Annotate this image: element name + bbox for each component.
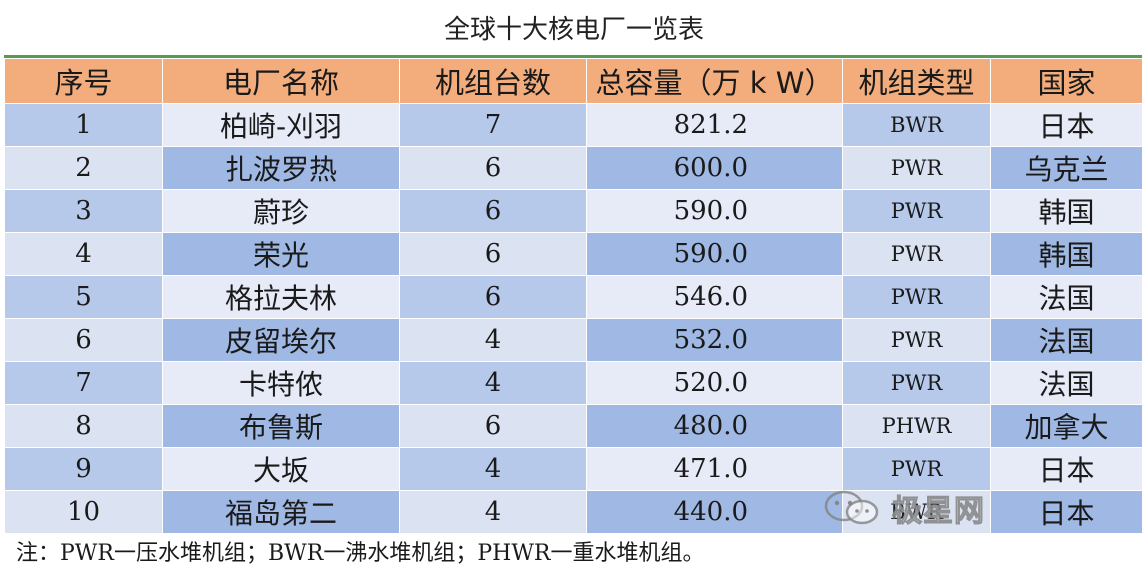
cell-units: 6 [399,232,587,276]
table-row: 5 格拉夫林 6 546.0 PWR 法国 [4,275,1143,319]
cell-units: 4 [399,490,587,534]
watermark: 极星网 [822,488,1122,530]
cell-units: 6 [399,146,587,190]
cell-no: 2 [4,146,163,190]
cell-capacity: 590.0 [586,232,843,276]
header-row: 序号 电厂名称 机组台数 总容量（万 k W） 机组类型 国家 [4,58,1143,104]
cell-units: 4 [399,447,587,491]
cell-plant-name: 荣光 [162,232,400,276]
table-row: 6 皮留埃尔 4 532.0 PWR 法国 [4,318,1143,362]
cell-plant-name: 皮留埃尔 [162,318,400,362]
cell-type: PHWR [842,404,991,448]
cell-plant-name: 布鲁斯 [162,404,400,448]
table-row: 4 荣光 6 590.0 PWR 韩国 [4,232,1143,276]
cell-no: 7 [4,361,163,405]
cell-country: 日本 [990,103,1143,147]
table-row: 1 柏崎-刈羽 7 821.2 BWR 日本 [4,103,1143,147]
cell-units: 4 [399,361,587,405]
cell-plant-name: 柏崎-刈羽 [162,103,400,147]
header-country: 国家 [990,58,1143,104]
table-body: 1 柏崎-刈羽 7 821.2 BWR 日本 2 扎波罗热 6 600.0 PWR 乌克兰 3 蔚珍 6 59… [4,103,1143,534]
cell-type: PWR [842,189,991,233]
cell-country: 法国 [990,318,1143,362]
table-row: 3 蔚珍 6 590.0 PWR 韩国 [4,189,1143,233]
cell-no: 4 [4,232,163,276]
cell-country: 法国 [990,275,1143,319]
cell-no: 3 [4,189,163,233]
cell-plant-name: 扎波罗热 [162,146,400,190]
cell-type: PWR [842,361,991,405]
table-title: 全球十大核电厂一览表 [443,15,704,45]
cell-type: BWR [842,103,991,147]
cell-plant-name: 格拉夫林 [162,275,400,319]
cell-country: 乌克兰 [990,146,1143,190]
cell-country: 法国 [990,361,1143,405]
wechat-icon [824,490,879,525]
cell-capacity: 821.2 [586,103,843,147]
cell-type: PWR [842,232,991,276]
header-name: 电厂名称 [162,58,400,104]
table-row: 2 扎波罗热 6 600.0 PWR 乌克兰 [4,146,1143,190]
cell-capacity: 600.0 [586,146,843,190]
cell-units: 7 [399,103,587,147]
cell-capacity: 590.0 [586,189,843,233]
cell-type: PWR [842,318,991,362]
cell-country: 加拿大 [990,404,1143,448]
cell-plant-name: 蔚珍 [162,189,400,233]
cell-units: 6 [399,189,587,233]
cell-country: 韩国 [990,189,1143,233]
cell-no: 9 [4,447,163,491]
cell-no: 8 [4,404,163,448]
cell-no: 5 [4,275,163,319]
cell-no: 1 [4,103,163,147]
table-row: 10 福岛第二 4 440.0 BWR 日本 [4,490,1143,534]
cell-country: 日本 [990,447,1143,491]
table-row: 7 卡特侬 4 520.0 PWR 法国 [4,361,1143,405]
cell-type: PWR [842,447,991,491]
cell-units: 6 [399,275,587,319]
header-type: 机组类型 [842,58,991,104]
cell-plant-name: 卡特侬 [162,361,400,405]
header-capacity: 总容量（万 k W） [586,58,843,104]
cell-capacity: 520.0 [586,361,843,405]
cell-country: 日本 [990,490,1143,534]
cell-type: PWR [842,146,991,190]
cell-capacity: 440.0 [586,490,843,534]
cell-no: 10 [4,490,163,534]
footnote: 注：PWR一压水堆机组；BWR一沸水堆机组；PHWR一重水堆机组。 [16,541,705,566]
table-row: 8 布鲁斯 6 480.0 PHWR 加拿大 [4,404,1143,448]
cell-plant-name: 大坂 [162,447,400,491]
cell-capacity: 480.0 [586,404,843,448]
power-plant-table: 序号 电厂名称 机组台数 总容量（万 k W） 机组类型 国家 1 柏崎-刈羽 7 8… [4,58,1143,534]
cell-no: 6 [4,318,163,362]
cell-capacity: 546.0 [586,275,843,319]
cell-capacity: 532.0 [586,318,843,362]
header-no: 序号 [4,58,163,104]
cell-capacity: 471.0 [586,447,843,491]
watermark-text: 极星网 [892,494,985,530]
cell-units: 6 [399,404,587,448]
header-units: 机组台数 [399,58,587,104]
cell-plant-name: 福岛第二 [162,490,400,534]
table-row: 9 大坂 4 471.0 PWR 日本 [4,447,1143,491]
cell-country: 韩国 [990,232,1143,276]
cell-units: 4 [399,318,587,362]
power-plant-table-container: 序号 电厂名称 机组台数 总容量（万 k W） 机组类型 国家 1 柏崎-刈羽 7 8… [4,55,1143,534]
cell-type: PWR [842,275,991,319]
